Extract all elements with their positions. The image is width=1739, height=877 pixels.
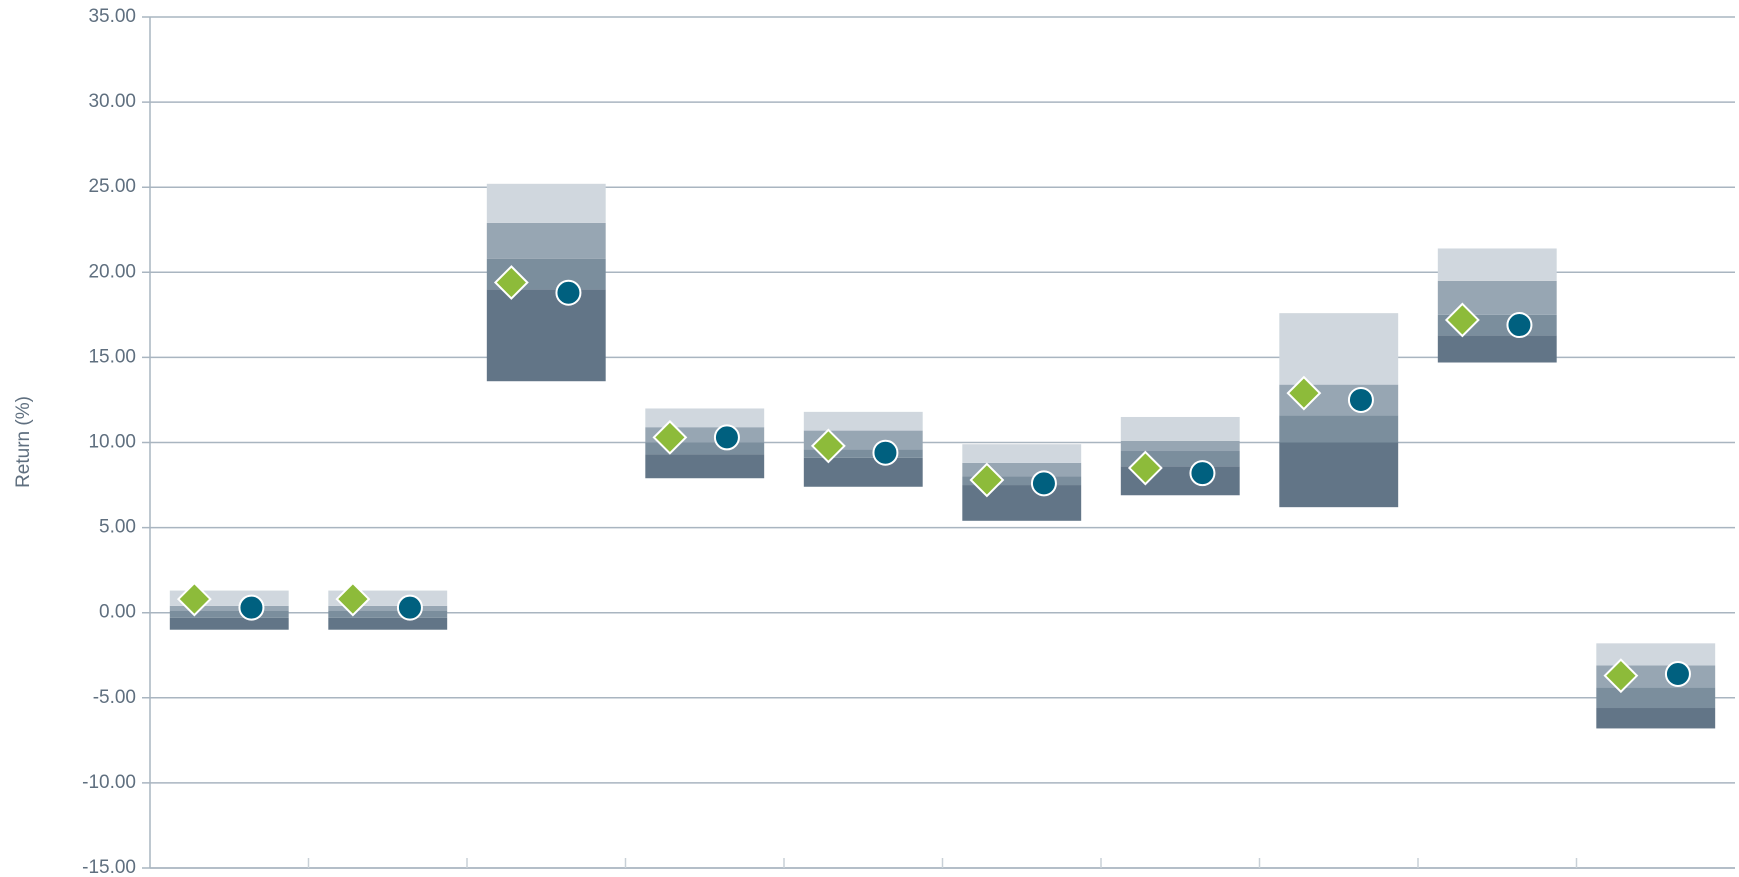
y-tick-label: 35.00: [88, 6, 136, 27]
diamond-marker: [176, 581, 212, 617]
percentile-band: [645, 454, 765, 479]
percentile-band: [962, 476, 1082, 486]
percentile-band: [1596, 687, 1716, 709]
percentile-band: [328, 610, 448, 618]
percentile-band: [1120, 416, 1240, 441]
diamond-marker: [1444, 302, 1480, 338]
diamond-marker: [969, 462, 1005, 498]
circle-marker: [1664, 660, 1691, 687]
percentile-band: [1596, 708, 1716, 729]
circle-marker: [1189, 460, 1216, 487]
percentile-band: [1120, 440, 1240, 452]
y-tick-label: -5.00: [93, 687, 136, 708]
circle-marker: [1506, 312, 1533, 339]
percentile-band: [169, 605, 289, 611]
diamond-marker: [335, 581, 371, 617]
circle-marker: [396, 594, 423, 621]
percentile-band: [1437, 248, 1557, 281]
percentile-band: [486, 222, 606, 259]
percentile-band: [803, 411, 923, 431]
diamond-marker: [493, 265, 529, 300]
y-tick-label: 0.00: [99, 602, 136, 623]
percentile-band: [1437, 335, 1557, 363]
y-tick-label: 25.00: [88, 176, 136, 197]
percentile-band: [169, 610, 289, 618]
diamond-marker: [1603, 658, 1639, 694]
diamond-marker: [1127, 450, 1163, 486]
y-tick-label: -15.00: [82, 857, 136, 877]
percentile-band: [803, 449, 923, 458]
diamond-marker: [810, 428, 846, 464]
percentile-band: [645, 408, 765, 428]
circle-marker: [872, 439, 899, 466]
percentile-band: [1279, 442, 1399, 508]
diamond-marker: [652, 419, 688, 455]
circle-marker: [713, 424, 740, 451]
circle-marker: [555, 279, 582, 306]
y-tick-label: 15.00: [88, 346, 136, 367]
y-axis-label: Return (%): [13, 396, 34, 488]
diamond-marker: [1286, 375, 1322, 411]
y-tick-label: 10.00: [88, 432, 136, 453]
circle-marker: [1347, 386, 1374, 413]
y-tick-label: -10.00: [82, 772, 136, 793]
percentile-band: [962, 444, 1082, 463]
circle-marker: [238, 594, 265, 621]
percentile-band: [803, 457, 923, 487]
percentile-band: [328, 605, 448, 611]
percentile-band: [1596, 643, 1716, 666]
percentile-band: [645, 442, 765, 455]
percentile-band: [486, 289, 606, 382]
y-tick-label: 5.00: [99, 517, 136, 538]
percentile-band: [486, 183, 606, 223]
percentile-band: [169, 617, 289, 630]
y-tick-label: 30.00: [88, 91, 136, 112]
y-tick-label: 20.00: [88, 261, 136, 282]
percentile-band: [328, 617, 448, 630]
circle-marker: [1030, 470, 1057, 497]
percentile-band: [1279, 415, 1399, 443]
percentile-band: [1279, 313, 1399, 385]
